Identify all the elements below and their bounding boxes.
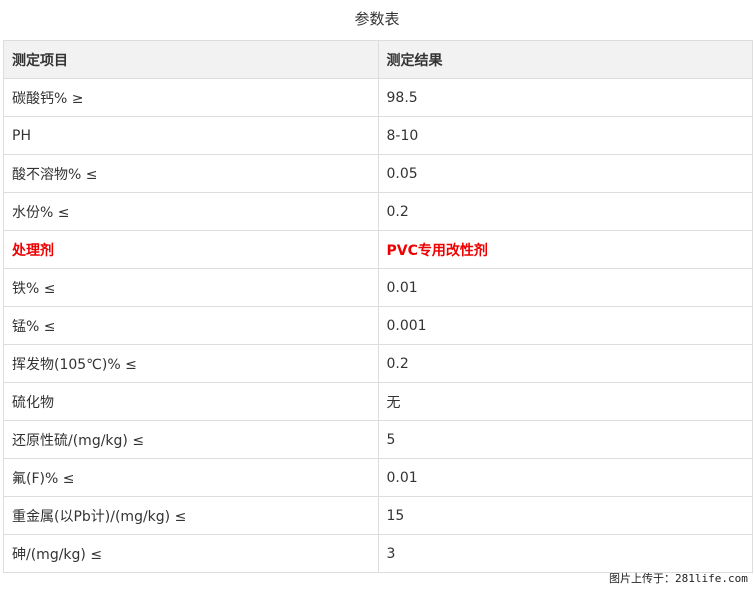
result-cell: 98.5 (377, 78, 753, 117)
parameter-table: 测定项目 测定结果 碳酸钙% ≥98.5 PH 8-10 酸不溶物% ≤0.05 水份%… (3, 40, 753, 573)
table-row: 碳酸钙% ≥98.5 (3, 78, 753, 117)
table-row: 硫化物无 (3, 382, 753, 421)
header-item: 测定项目 (3, 40, 379, 79)
table-row: 酸不溶物% ≤0.05 (3, 154, 753, 193)
table-header-row: 测定项目 测定结果 (3, 40, 753, 79)
item-cell: 酸不溶物% ≤ (3, 154, 379, 193)
table-row: 水份% ≤0.2 (3, 192, 753, 231)
result-cell: 0.05 (377, 154, 753, 193)
item-cell: 氟(F)% ≤ (3, 458, 379, 497)
result-cell: 15 (377, 496, 753, 535)
result-cell: 0.001 (377, 306, 753, 345)
item-cell: 水份% ≤ (3, 192, 379, 231)
item-cell: 铁% ≤ (3, 268, 379, 307)
table-title: 参数表 (354, 10, 400, 28)
table-row: 挥发物(105℃)% ≤0.2 (3, 344, 753, 383)
table-row: 砷/(mg/kg) ≤3 (3, 534, 753, 573)
table-row: 处理剂 PVC专用改性剂 (3, 230, 753, 269)
result-cell: 0.01 (377, 268, 753, 307)
result-cell: 8-10 (377, 116, 753, 155)
result-cell: PVC专用改性剂 (377, 230, 753, 269)
item-cell: 砷/(mg/kg) ≤ (3, 534, 379, 573)
item-cell: 挥发物(105℃)% ≤ (3, 344, 379, 383)
item-cell: 处理剂 (3, 230, 379, 269)
table-row: 氟(F)% ≤0.01 (3, 458, 753, 497)
table-row: 铁% ≤0.01 (3, 268, 753, 307)
item-cell: 重金属(以Pb计)/(mg/kg) ≤ (3, 496, 379, 535)
result-cell: 5 (377, 420, 753, 459)
item-cell: 还原性硫/(mg/kg) ≤ (3, 420, 379, 459)
watermark: 图片上传于：281life.com (609, 572, 748, 585)
result-cell: 3 (377, 534, 753, 573)
header-result: 测定结果 (377, 40, 753, 79)
result-cell: 0.01 (377, 458, 753, 497)
item-cell: 锰% ≤ (3, 306, 379, 345)
item-cell: 硫化物 (3, 382, 379, 421)
table-row: 锰% ≤0.001 (3, 306, 753, 345)
item-cell: PH (3, 116, 379, 155)
item-cell: 碳酸钙% ≥ (3, 78, 379, 117)
result-cell: 0.2 (377, 192, 753, 231)
table-row: PH 8-10 (3, 116, 753, 155)
table-row: 重金属(以Pb计)/(mg/kg) ≤15 (3, 496, 753, 535)
result-cell: 无 (377, 382, 753, 421)
table-row: 还原性硫/(mg/kg) ≤5 (3, 420, 753, 459)
result-cell: 0.2 (377, 344, 753, 383)
